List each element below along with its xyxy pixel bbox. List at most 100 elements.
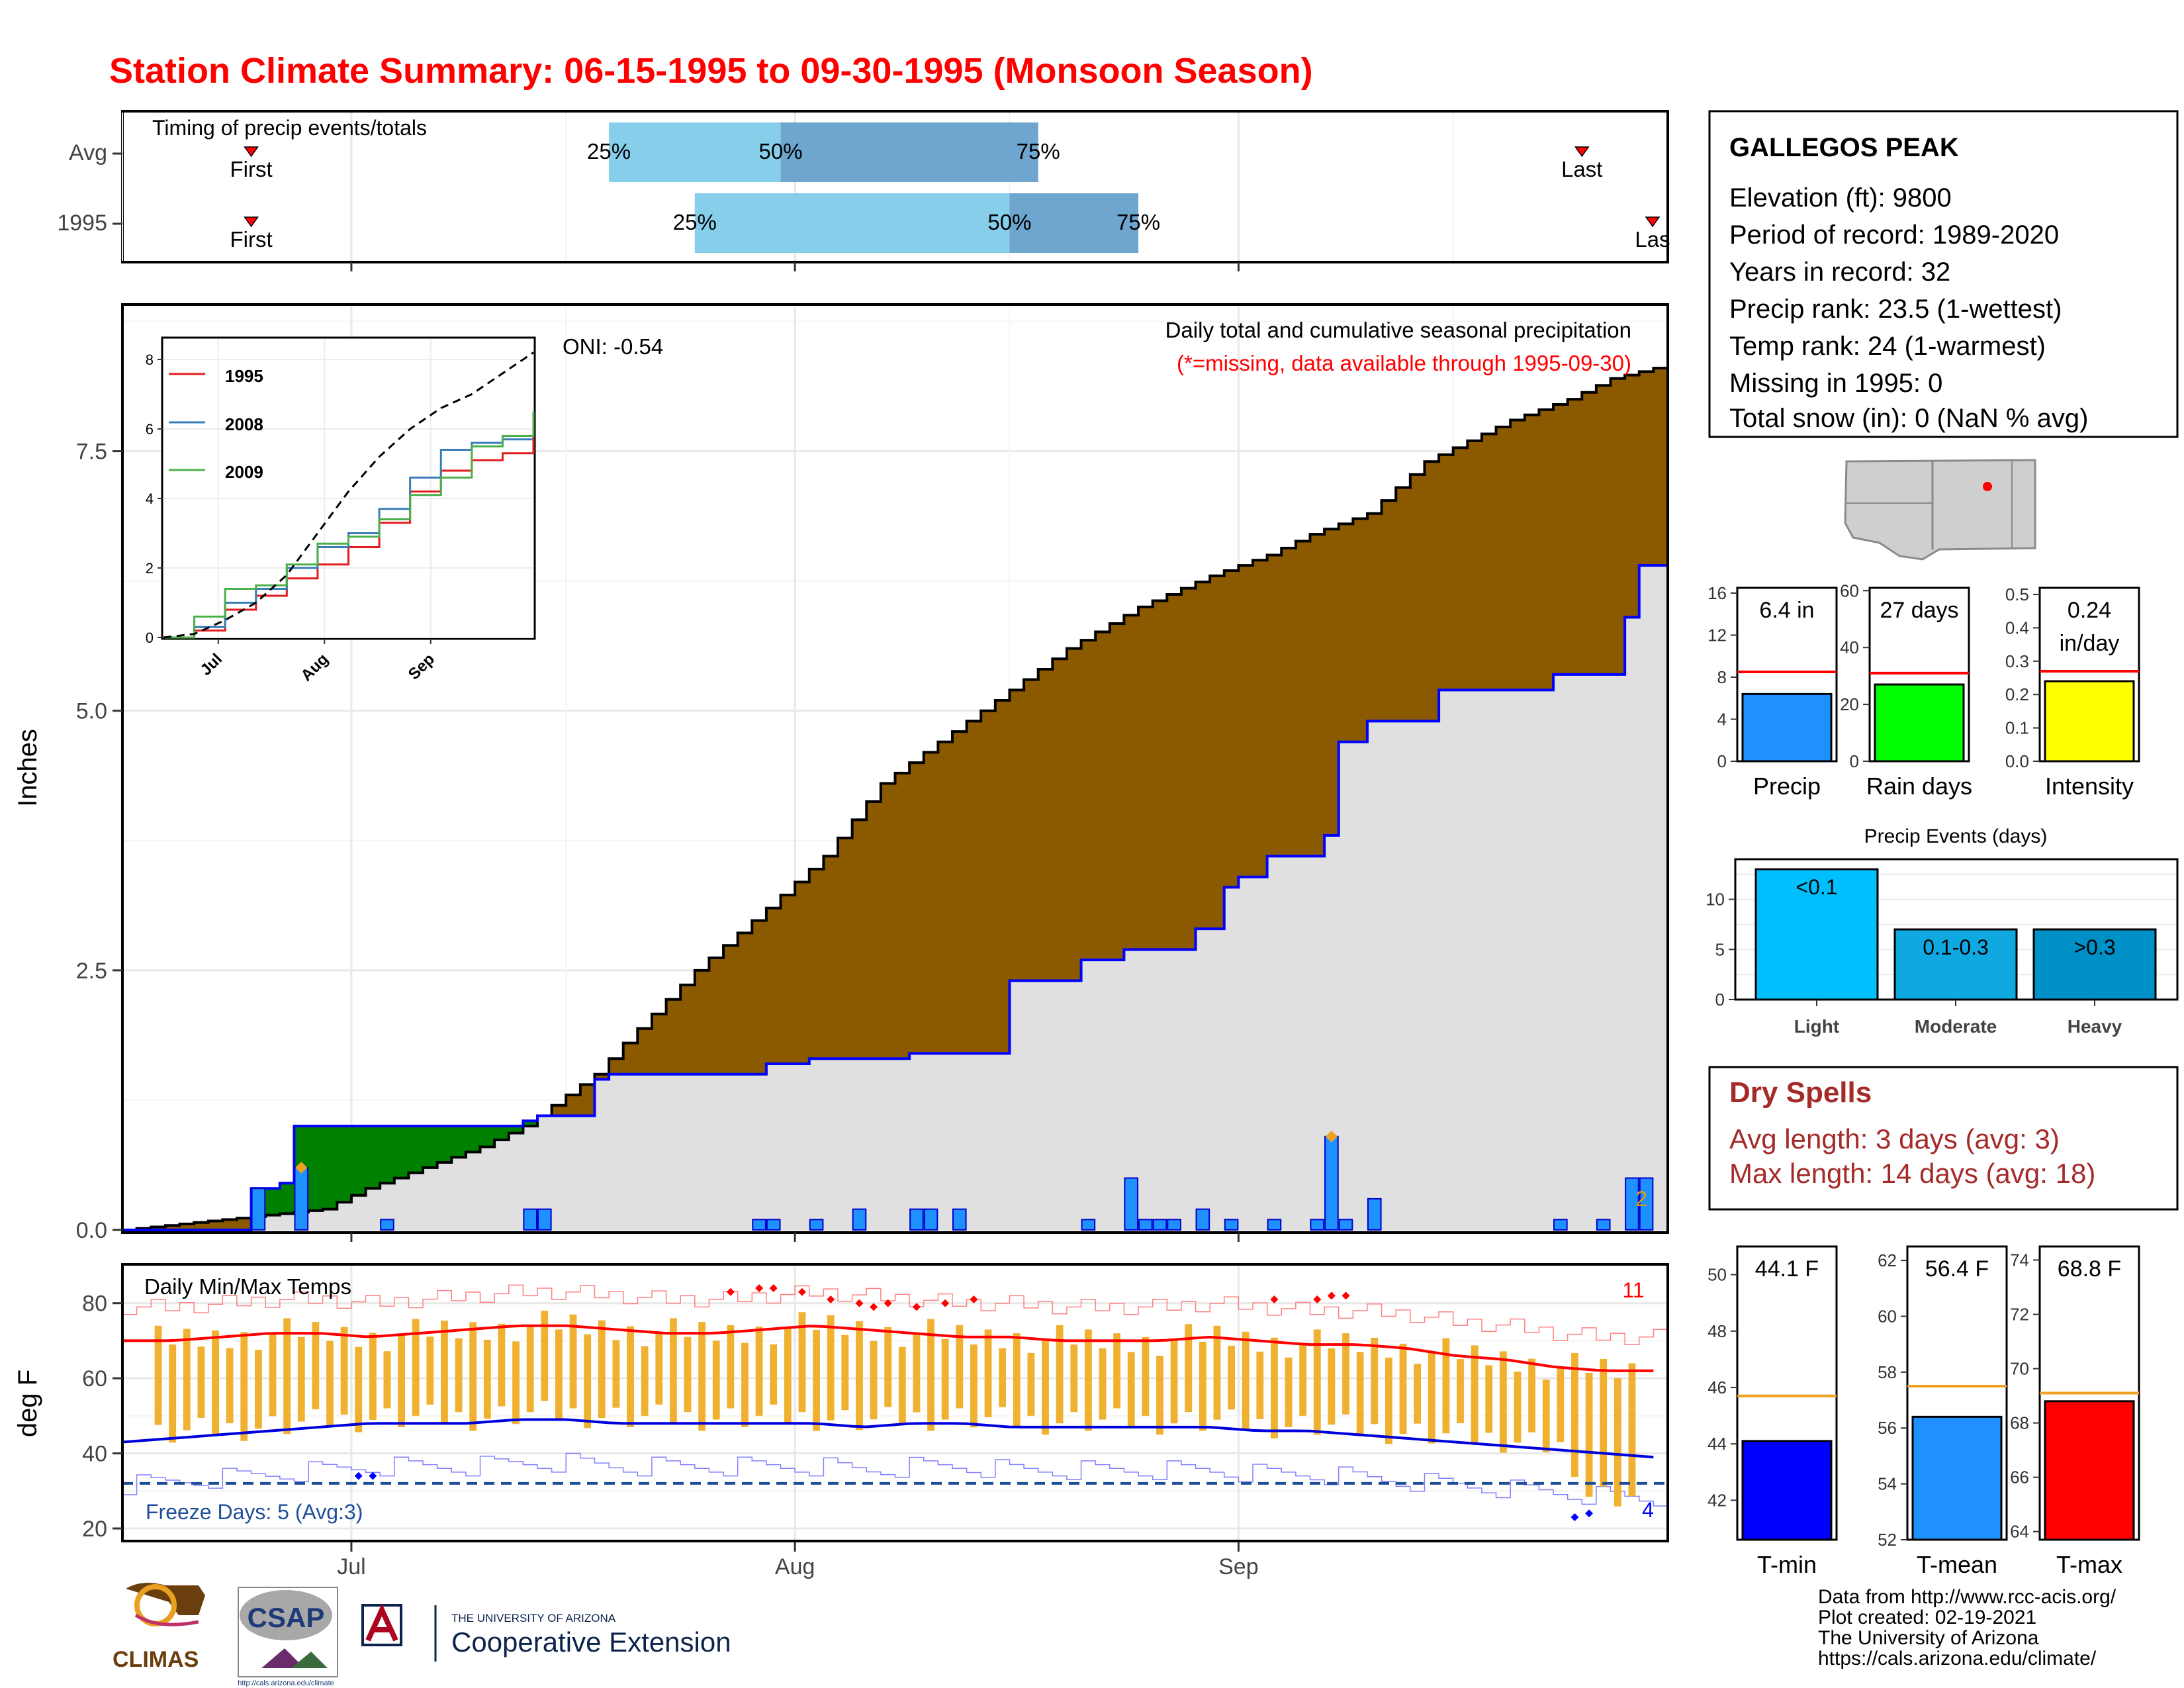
daily-precip-bar [1124,1177,1139,1231]
daily-temp-bar [1285,1357,1293,1427]
daily-precip-bar [952,1208,967,1231]
daily-temp-bar [1557,1366,1565,1442]
daily-temp-bar [1414,1364,1422,1424]
temp-ytick-label: 60 [82,1366,107,1391]
temp-ytick-label: 20 [82,1517,107,1542]
temp-summary-2-ytick-label: 70 [2010,1359,2029,1379]
daily-temp-bar [1342,1333,1349,1415]
locator-map [1844,459,2036,561]
event-bar-1 [1893,928,2018,1001]
surplus-area [437,1126,452,1163]
temp-summary-0-ytick-label: 50 [1707,1265,1727,1285]
daily-temp-bar [197,1346,205,1418]
events-title: Precip Events (days) [1864,825,2048,847]
avg-min-temp-line [122,1418,1654,1459]
credit-line-university: The University of Arizona [1818,1627,2039,1649]
daily-temp-bar [1027,1352,1035,1416]
deficit-area [823,856,839,1059]
temp-summary-2-ytick-label: 68 [2010,1413,2029,1433]
temp-summary-2-axis-label: T-max [2056,1551,2122,1578]
deficit-area [1324,529,1340,835]
deficit-area [1195,582,1210,929]
daily-temp-bar [183,1329,191,1430]
legend-2008: 2008 [225,414,263,434]
precip-summary-0-ytick-label: 16 [1707,583,1727,603]
surplus-area [451,1126,467,1158]
inset-series-line [163,411,535,639]
inset-ytick-label: 0 [146,630,154,646]
max-count-label: 11 [1622,1278,1644,1302]
precip-summary-0-ytick-label: 4 [1717,709,1727,729]
daily-temp-bar [999,1348,1007,1407]
surplus-area [308,1126,324,1211]
daily-precip-bar [1338,1219,1353,1231]
daily-temp-bar [1170,1340,1178,1424]
event-category-label: Heavy [2068,1016,2122,1037]
surplus-area [423,1126,438,1168]
precip-summary-2-ytick-label: 0.0 [2005,751,2029,771]
deficit-area [165,1225,181,1230]
deficit-area [623,1043,638,1074]
last-event-marker [1574,146,1590,158]
station-line-years: Years in record: 32 [1729,258,1950,287]
avg-cumulative-line [122,367,1668,1231]
dry-spells-max: Max length: 14 days (avg: 18) [1729,1158,2095,1189]
temp-summary-0-axis-label: T-min [1757,1551,1817,1578]
daily-temp-bar [1056,1325,1064,1424]
daily-temp-bar [970,1344,978,1428]
daily-temp-bar [598,1320,606,1419]
deficit-area [1295,541,1311,857]
temp-summary-1-ytick-label: 54 [1878,1474,1897,1494]
record-high-marker [1327,1291,1336,1300]
daily-temp-bar [1042,1338,1049,1435]
main-ytick-label: 5.0 [76,699,107,724]
legend-1995: 1995 [225,366,263,386]
deficit-area [1181,588,1197,950]
daily-temp-bar [1185,1324,1193,1413]
daily-precip-bar [1267,1219,1282,1231]
daily-temp-bar [569,1314,577,1409]
deficit-area [1109,623,1125,961]
daily-precip-bar [1167,1219,1181,1231]
daily-temp-bar [1471,1345,1479,1443]
daily-precip-bar [909,1208,924,1231]
credit-line-url: https://cals.arizona.edu/climate/ [1818,1648,2097,1669]
deficit-area [566,1095,581,1116]
temp-summary-1-ytick-label: 60 [1878,1306,1897,1326]
deficit-area [194,1222,209,1230]
event-bar-label: 0.1-0.3 [1923,935,1989,959]
temp-summary-1-bar [1911,1415,2003,1541]
record-low-marker [1585,1509,1594,1518]
deficit-area [1066,648,1082,981]
timing-pct-label: 75% [1116,210,1160,234]
daily-temp-bar [1514,1371,1522,1443]
daily-temp-bar [441,1320,448,1424]
below-both-area [122,565,1668,1230]
deficit-area [594,1074,610,1080]
daily-precip-bar [1310,1219,1325,1231]
daily-temp-bar [1228,1345,1235,1410]
daily-temp-bar [813,1329,820,1431]
temp-summary-0-value-label: 44.1 F [1755,1256,1819,1282]
daily-precip-bar [1596,1219,1611,1231]
daily-temp-bar [283,1318,291,1434]
daily-temp-bar [1628,1363,1636,1497]
extreme-precip-marker [1325,1130,1338,1143]
precip-events-chart: Precip Events (days) <0.1 Light 0.1-0.3 Mod… [1706,825,2179,1037]
events-bars: <0.1 Light 0.1-0.3 Moderate >0.3 Heavy 0 5 10 [1706,858,2179,1037]
deficit-area [651,1013,667,1074]
daily-temp-bar [1070,1344,1078,1413]
timing-title: Timing of precip events/totals [152,116,427,140]
daily-count-label: 2 [1635,1187,1647,1211]
daily-temp-bar [312,1322,320,1409]
station-info-box: GALLEGOS PEAK Elevation (ft): 9800 Perio… [1708,110,2179,438]
deficit-area [880,783,896,1059]
precip-summary-1-bar [1874,683,1965,763]
daily-precip-bar [537,1208,552,1231]
daily-temp-bar [1457,1359,1464,1423]
deficit-area [1510,420,1525,690]
record-high-marker [912,1303,921,1311]
page-title: Station Climate Summary: 06-15-1995 to 0… [109,51,1313,91]
precip-summary-0-ytick-label: 8 [1717,667,1727,687]
daily-temp-bar [1099,1348,1107,1420]
